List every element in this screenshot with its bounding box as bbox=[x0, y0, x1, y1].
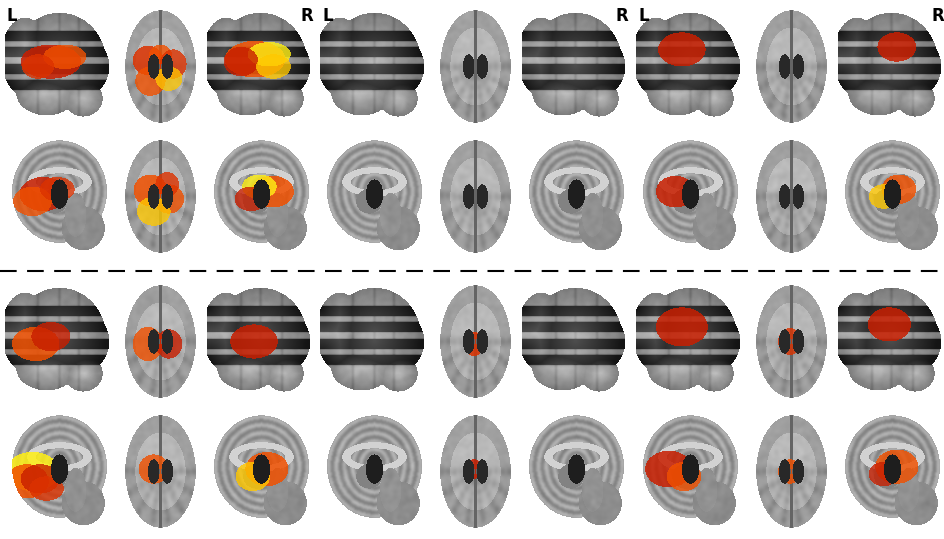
Text: L: L bbox=[7, 7, 18, 25]
Text: R: R bbox=[930, 7, 943, 25]
Text: R: R bbox=[300, 7, 312, 25]
Text: R: R bbox=[615, 7, 628, 25]
Text: L: L bbox=[637, 7, 648, 25]
Text: L: L bbox=[322, 7, 332, 25]
